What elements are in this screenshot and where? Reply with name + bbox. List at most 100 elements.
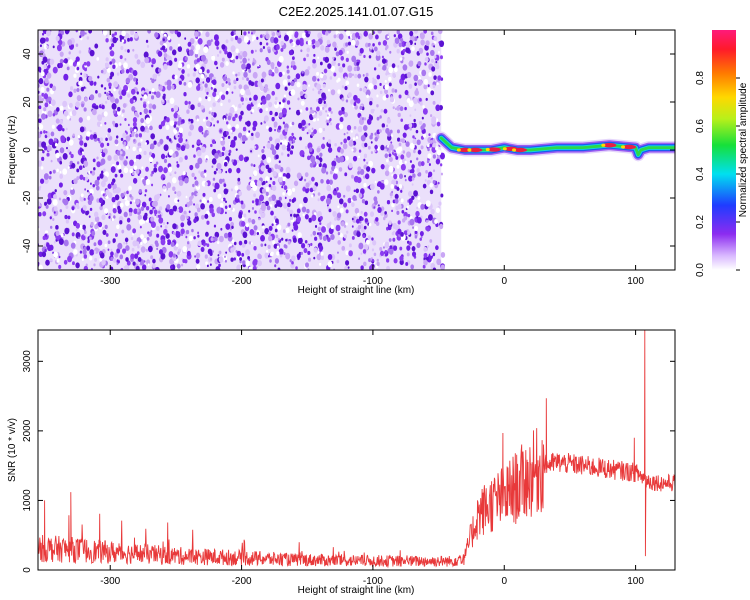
noise-blob xyxy=(103,175,108,183)
noise-blob xyxy=(184,177,189,184)
noise-blob xyxy=(112,109,116,114)
noise-blob xyxy=(100,123,103,127)
noise-blob xyxy=(351,39,356,46)
noise-blob xyxy=(285,166,291,174)
noise-blob xyxy=(173,112,178,119)
noise-blob xyxy=(138,147,142,153)
noise-blob xyxy=(430,252,433,256)
noise-blob xyxy=(260,102,263,105)
noise-blob xyxy=(334,188,337,192)
noise-blob xyxy=(211,139,216,145)
noise-blob xyxy=(296,253,301,259)
noise-blob xyxy=(84,230,87,235)
noise-blob xyxy=(111,33,115,38)
noise-blob xyxy=(56,258,60,263)
noise-blob xyxy=(440,55,443,60)
noise-blob xyxy=(103,111,108,117)
ridge-peak-edge xyxy=(601,143,606,147)
noise-blob xyxy=(102,193,105,197)
noise-blob xyxy=(308,122,311,126)
noise-blob xyxy=(274,101,278,105)
noise-blob xyxy=(411,177,415,181)
noise-blob xyxy=(66,136,71,142)
noise-blob xyxy=(47,64,51,69)
noise-blob xyxy=(240,88,245,96)
bottom-y-tick-label: 0 xyxy=(22,567,33,573)
noise-blob xyxy=(248,209,251,213)
noise-blob xyxy=(291,260,294,265)
noise-blob xyxy=(313,212,317,216)
noise-blob xyxy=(334,47,337,51)
noise-blob xyxy=(254,49,257,53)
noise-blob xyxy=(76,87,80,93)
noise-blob xyxy=(369,134,373,140)
noise-blob xyxy=(206,78,209,82)
noise-blob xyxy=(126,223,132,231)
noise-blob xyxy=(287,222,291,227)
noise-blob xyxy=(276,44,280,50)
noise-blob xyxy=(124,200,130,207)
noise-blob xyxy=(150,230,153,233)
noise-blob xyxy=(432,100,436,105)
noise-blob xyxy=(391,190,394,194)
noise-blob xyxy=(41,251,47,258)
noise-blob xyxy=(235,77,239,82)
noise-blob xyxy=(160,120,166,127)
noise-blob xyxy=(337,63,341,67)
noise-blob xyxy=(326,184,332,192)
noise-blob xyxy=(313,53,316,57)
noise-blob xyxy=(384,84,389,90)
noise-blob xyxy=(60,136,66,144)
noise-blob xyxy=(102,229,107,236)
noise-blob xyxy=(38,98,43,104)
noise-blob xyxy=(133,165,138,171)
noise-blob xyxy=(294,32,299,39)
noise-blob xyxy=(258,217,261,221)
noise-blob xyxy=(160,225,163,228)
noise-blob xyxy=(139,225,142,229)
noise-blob xyxy=(253,193,257,198)
noise-blob xyxy=(408,83,413,89)
noise-blob xyxy=(346,124,352,131)
noise-blob xyxy=(204,155,209,161)
noise-blob xyxy=(176,208,180,213)
noise-blob xyxy=(316,98,319,102)
noise-blob xyxy=(300,251,304,256)
noise-blob xyxy=(106,142,110,147)
noise-blob xyxy=(162,95,166,100)
noise-blob xyxy=(307,257,312,262)
noise-blob xyxy=(270,62,275,68)
noise-blob xyxy=(57,124,63,132)
noise-blob xyxy=(388,66,394,74)
noise-blob xyxy=(335,30,339,35)
noise-blob xyxy=(439,223,444,230)
noise-blob xyxy=(104,62,109,68)
noise-blob xyxy=(321,226,326,233)
noise-blob xyxy=(126,217,131,223)
noise-blob xyxy=(404,106,407,111)
noise-blob xyxy=(167,99,170,103)
noise-blob xyxy=(282,229,286,234)
noise-blob xyxy=(40,86,45,93)
noise-blob xyxy=(233,257,236,261)
noise-blob xyxy=(200,246,205,252)
noise-blob xyxy=(67,255,73,263)
noise-blob xyxy=(143,108,149,115)
noise-blob xyxy=(245,88,251,96)
noise-blob xyxy=(40,178,45,184)
noise-blob xyxy=(165,116,170,123)
noise-blob xyxy=(316,106,320,112)
top-y-tick-label: -40 xyxy=(22,238,33,253)
noise-blob xyxy=(394,193,399,200)
noise-blob xyxy=(92,184,96,188)
noise-blob xyxy=(65,205,69,210)
ridge-peak-edge xyxy=(485,147,490,152)
noise-blob xyxy=(170,265,173,270)
noise-blob xyxy=(224,150,229,157)
noise-blob xyxy=(331,59,336,66)
noise-blob xyxy=(262,33,265,38)
noise-blob xyxy=(281,185,284,189)
noise-blob xyxy=(157,68,162,73)
noise-blob xyxy=(269,177,273,181)
noise-blob xyxy=(236,264,242,270)
